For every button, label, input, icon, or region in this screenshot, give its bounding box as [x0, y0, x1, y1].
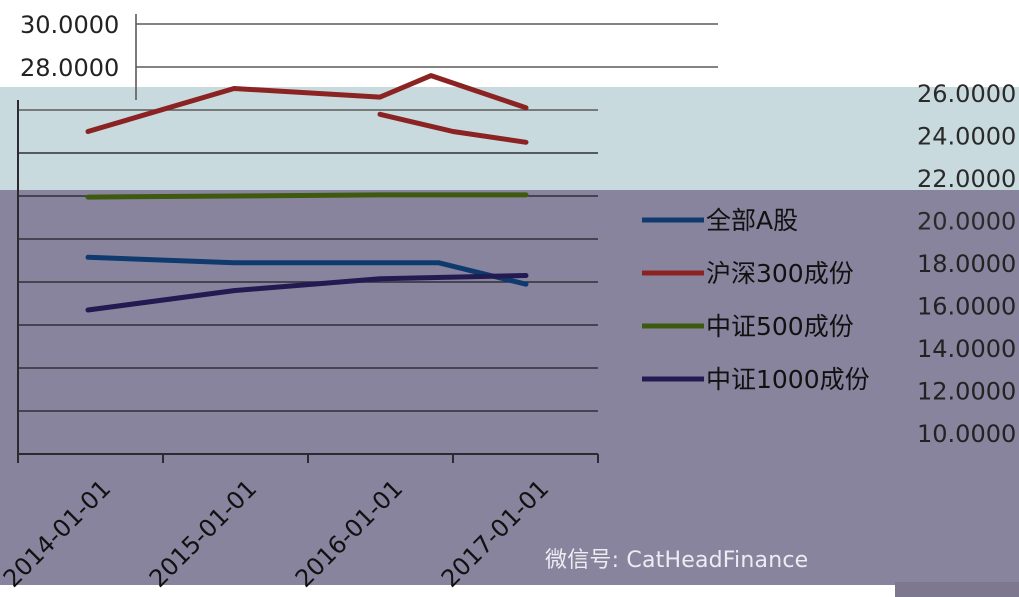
series-lines: [85, 73, 529, 313]
y-tick-label-right: 24.0000: [917, 123, 1016, 151]
series-line-2: [85, 192, 529, 200]
corner-patch: [895, 582, 1019, 597]
y-tick-label-right: 10.0000: [917, 420, 1016, 448]
y-tick-label-right: 26.0000: [917, 80, 1016, 108]
watermark-text: 微信号: CatHeadFinance: [545, 548, 809, 573]
series-line-4: [377, 111, 529, 145]
y-tick-label-left: 30.0000: [20, 11, 119, 39]
background-band-top: [0, 0, 1019, 87]
series-line-1: [85, 73, 529, 134]
y-tick-label-right: 18.0000: [917, 250, 1016, 278]
y-tick-label-right: 14.0000: [917, 335, 1016, 363]
legend-label: 中证1000成份: [706, 365, 870, 394]
axes: [17, 14, 599, 463]
series-line-0: [85, 254, 529, 287]
background-band-dark: [0, 190, 1019, 585]
y-tick-label-right: 12.0000: [917, 378, 1016, 406]
legend-label: 中证500成份: [706, 312, 854, 341]
y-tick-labels-right: 26.0000 24.0000 22.0000 20.0000 18.0000 16.00…: [917, 80, 1016, 448]
legend-label: 全部A股: [706, 206, 798, 235]
background-band-bottom: [0, 585, 1019, 597]
y-tick-label-left: 28.0000: [20, 54, 119, 82]
legend-label: 沪深300成份: [706, 259, 854, 288]
series-line-3: [85, 273, 529, 313]
y-tick-label-right: 20.0000: [917, 208, 1016, 236]
y-tick-labels-left: 30.0000 28.0000: [20, 11, 119, 82]
y-tick-label-right: 22.0000: [917, 165, 1016, 193]
y-tick-label-right: 16.0000: [917, 293, 1016, 321]
